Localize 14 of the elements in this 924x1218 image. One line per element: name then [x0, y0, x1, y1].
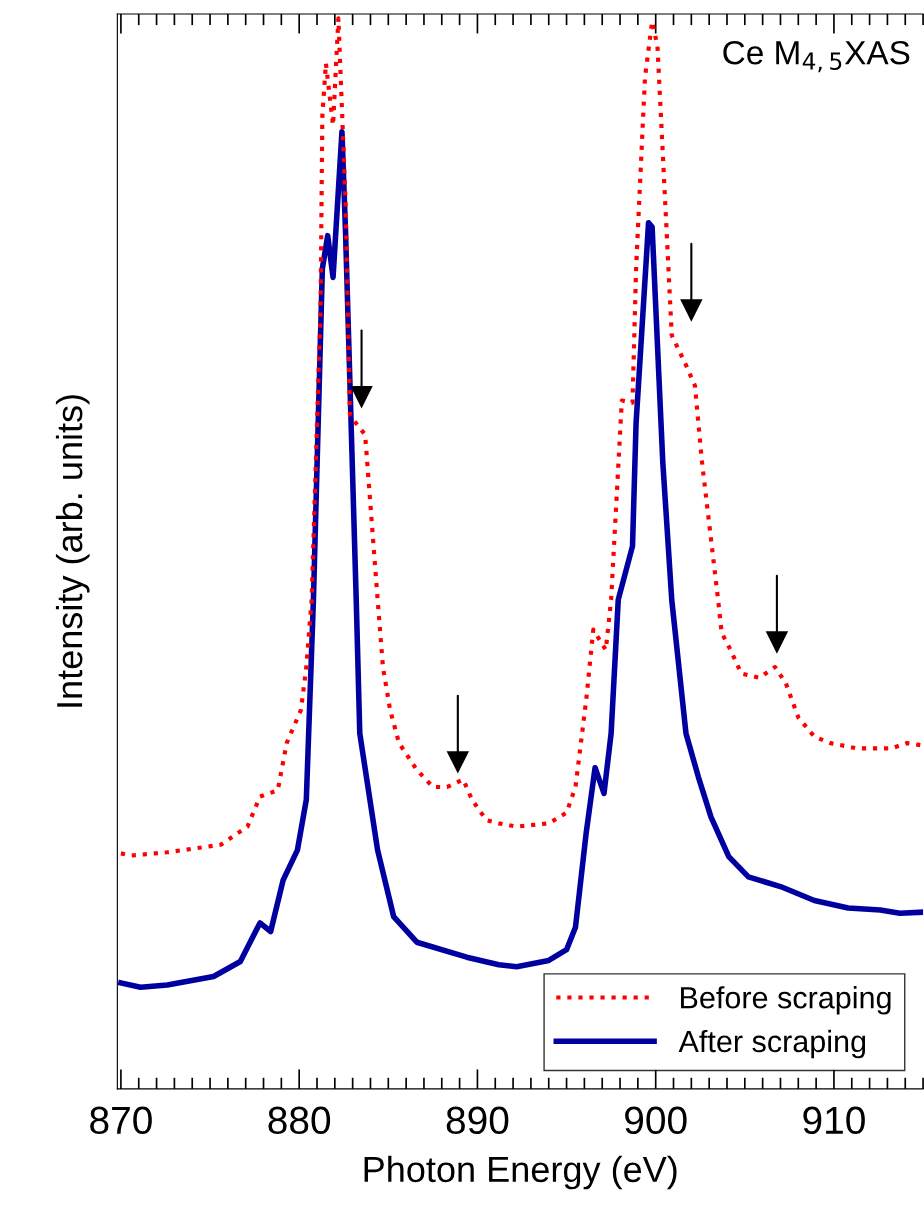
point	[446, 751, 470, 774]
x-tick-label: 890	[446, 1106, 509, 1135]
point	[350, 386, 373, 409]
x-axis-title: Photon Energy (eV)	[364, 1155, 677, 1190]
x-tick-label: 900	[625, 1106, 687, 1135]
x-tick-label: 910	[803, 1106, 865, 1135]
x-tick-label: 880	[268, 1106, 331, 1135]
y-axis-title: Intensity (arb. units)	[55, 395, 90, 707]
point	[765, 631, 789, 654]
x-tick-label: 870	[90, 1106, 152, 1135]
point	[680, 299, 703, 322]
legend-label: After scraping	[678, 1029, 866, 1059]
annotation: Ce M$_{4,5}$XAS	[723, 40, 910, 73]
legend-label: Before scraping	[681, 986, 891, 1015]
